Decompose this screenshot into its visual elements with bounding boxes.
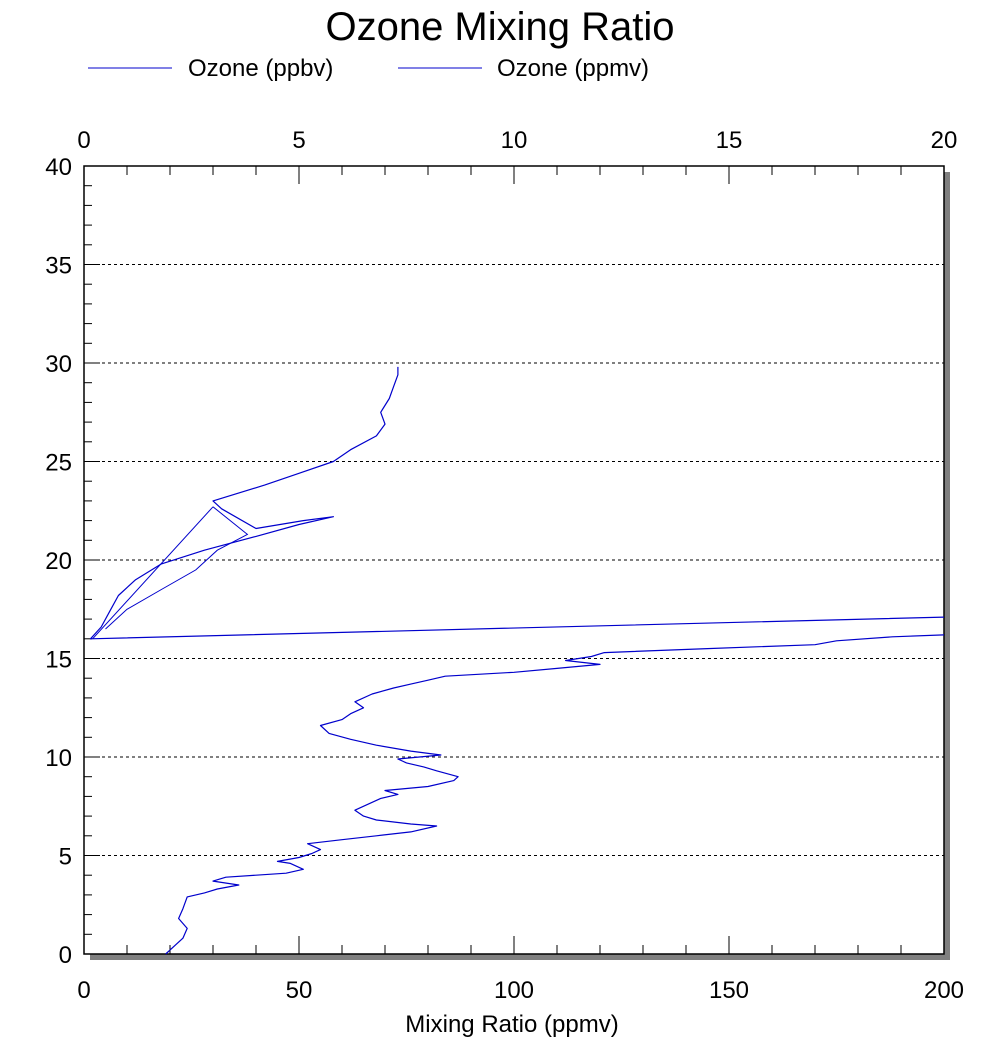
plot-shadow-right	[944, 172, 950, 960]
y-tick-label: 15	[45, 647, 72, 674]
legend-label-ppbv: Ozone (ppbv)	[188, 55, 333, 82]
legend-label-ppmv: Ozone (ppmv)	[497, 55, 649, 82]
series-line-ppmv	[89, 366, 945, 640]
y-tick-label: 35	[45, 253, 72, 280]
axis-ticks	[83, 165, 945, 955]
plot-shadow-bottom	[90, 954, 950, 960]
chart-title: Ozone Mixing Ratio	[325, 5, 674, 49]
y-tick-label: 10	[45, 745, 72, 772]
series-segment-ppmv-1	[105, 506, 249, 630]
x-bottom-tick-label: 0	[77, 977, 90, 1004]
y-tick-label: 30	[45, 351, 72, 378]
plot-area	[83, 165, 950, 960]
y-tick-label: 40	[45, 154, 72, 181]
x-bottom-tick-label: 50	[286, 977, 313, 1004]
x-bottom-tick-label: 100	[494, 977, 534, 1004]
series-lines	[89, 366, 945, 955]
x-top-tick-label: 10	[501, 127, 528, 154]
y-tick-label: 20	[45, 548, 72, 575]
series-line-ppbv	[165, 634, 945, 955]
x-axis-label: Mixing Ratio (ppmv)	[405, 1011, 618, 1038]
grid-lines	[84, 264, 944, 856]
y-tick-label: 5	[59, 844, 72, 871]
legend: Ozone (ppbv) Ozone (ppmv)	[88, 55, 649, 82]
x-top-tick-label: 15	[716, 127, 743, 154]
y-tick-label: 25	[45, 450, 72, 477]
x-top-tick-label: 0	[77, 127, 90, 154]
x-top-tick-label: 5	[292, 127, 305, 154]
x-top-tick-label: 20	[931, 127, 958, 154]
y-tick-label: 0	[59, 942, 72, 969]
x-bottom-tick-label: 200	[924, 977, 964, 1004]
series-segment-ppmv-0	[92, 506, 214, 640]
x-bottom-tick-label: 150	[709, 977, 749, 1004]
